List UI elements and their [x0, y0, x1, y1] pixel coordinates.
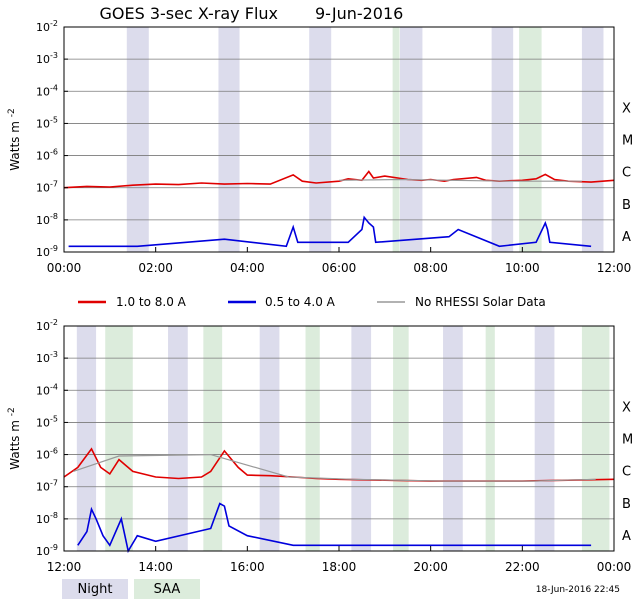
y-tick-label: 10-6	[36, 447, 58, 462]
night-band	[351, 326, 372, 551]
y-tick-label: 10-5	[36, 414, 58, 429]
y-tick-label: 10-3	[36, 350, 58, 365]
saa-band	[393, 326, 409, 551]
y-tick-label: 10-9	[36, 543, 58, 558]
flare-class-label: C	[622, 465, 631, 480]
y-tick-label: 10-8	[36, 212, 58, 227]
series-legend: 1.0 to 8.0 A 0.5 to 4.0 A No RHESSI Sola…	[78, 295, 546, 309]
x-tick-label: 16:00	[230, 560, 265, 574]
series-line-norhessi	[73, 453, 596, 482]
generated-timestamp: 18-Jun-2016 22:45	[536, 585, 620, 595]
night-band	[126, 27, 149, 252]
flare-class-label: A	[622, 529, 631, 544]
y-tick-label: 10-5	[36, 115, 58, 130]
night-band	[491, 27, 514, 252]
night-band	[534, 326, 555, 551]
night-legend-label: Night	[78, 582, 113, 597]
chart-title: GOES 3-sec X-ray Flux	[100, 4, 279, 23]
night-band	[399, 27, 423, 252]
x-tick-label: 14:00	[138, 560, 173, 574]
flare-class-label: M	[622, 433, 633, 448]
shading-legend: Night SAA	[62, 579, 200, 599]
y-tick-label: 10-7	[36, 479, 58, 494]
flare-class-label: M	[622, 134, 633, 149]
x-tick-label: 12:00	[47, 560, 82, 574]
night-band	[581, 27, 604, 252]
y-tick-label: 10-4	[36, 83, 58, 98]
x-tick-label: 02:00	[138, 261, 173, 275]
night-band	[259, 326, 280, 551]
series-line-long	[63, 447, 615, 482]
x-tick-label: 06:00	[322, 261, 357, 275]
y-tick-label: 10-2	[36, 318, 58, 333]
legend-norhessi-label: No RHESSI Solar Data	[415, 295, 546, 309]
series-line-short	[77, 502, 592, 554]
bottom-panel: 10-9 10-8 10-7 10-6 10-5 10-4 10-3 10-2 A B C M X 12:…	[7, 318, 633, 574]
y-tick-label: 10-9	[36, 244, 58, 259]
x-tick-label: 00:00	[47, 261, 82, 275]
night-band	[168, 326, 188, 551]
x-tick-label: 04:00	[230, 261, 265, 275]
y-tick-label: 10-8	[36, 511, 58, 526]
flare-class-label: C	[622, 166, 631, 181]
night-band	[218, 27, 240, 252]
saa-band	[485, 326, 495, 551]
y-axis-label: Watts m -2	[7, 108, 22, 170]
night-band	[76, 326, 97, 551]
x-tick-label: 10:00	[505, 261, 540, 275]
x-tick-label: 22:00	[505, 560, 540, 574]
series-line-norhessi	[338, 178, 582, 182]
night-band	[309, 27, 332, 252]
top-panel: 10-9 10-8 10-7 10-6 10-5 10-4 10-3 10-2 A B C M X 00:…	[7, 19, 633, 275]
night-band	[443, 326, 463, 551]
y-tick-label: 10-7	[36, 180, 58, 195]
x-tick-label: 12:00	[597, 261, 632, 275]
saa-band	[392, 27, 400, 252]
night-legend-swatch	[62, 579, 128, 599]
y-tick-label: 10-3	[36, 51, 58, 66]
saa-band	[519, 27, 542, 252]
chart-date: 9-Jun-2016	[315, 4, 403, 23]
x-tick-label: 18:00	[322, 560, 357, 574]
saa-legend-label: SAA	[154, 582, 181, 597]
series-line-short	[68, 215, 592, 248]
saa-band	[581, 326, 610, 551]
x-tick-label: 08:00	[413, 261, 448, 275]
flare-class-label: X	[622, 101, 631, 116]
y-axis-label: Watts m -2	[7, 407, 22, 469]
flare-class-label: A	[622, 230, 631, 245]
y-tick-label: 10-4	[36, 382, 58, 397]
legend-short-label: 0.5 to 4.0 A	[265, 295, 336, 309]
flare-class-label: X	[622, 400, 631, 415]
legend-long-label: 1.0 to 8.0 A	[116, 295, 187, 309]
saa-band	[105, 326, 133, 551]
plot-frame	[63, 325, 615, 552]
x-tick-label: 00:00	[597, 560, 632, 574]
saa-legend-swatch	[134, 579, 200, 599]
flare-class-label: B	[622, 198, 631, 213]
y-tick-label: 10-2	[36, 19, 58, 34]
saa-band	[305, 326, 320, 551]
series-line-long	[63, 170, 615, 189]
saa-band	[203, 326, 223, 551]
y-tick-label: 10-6	[36, 148, 58, 163]
x-tick-label: 20:00	[413, 560, 448, 574]
flare-class-label: B	[622, 497, 631, 512]
